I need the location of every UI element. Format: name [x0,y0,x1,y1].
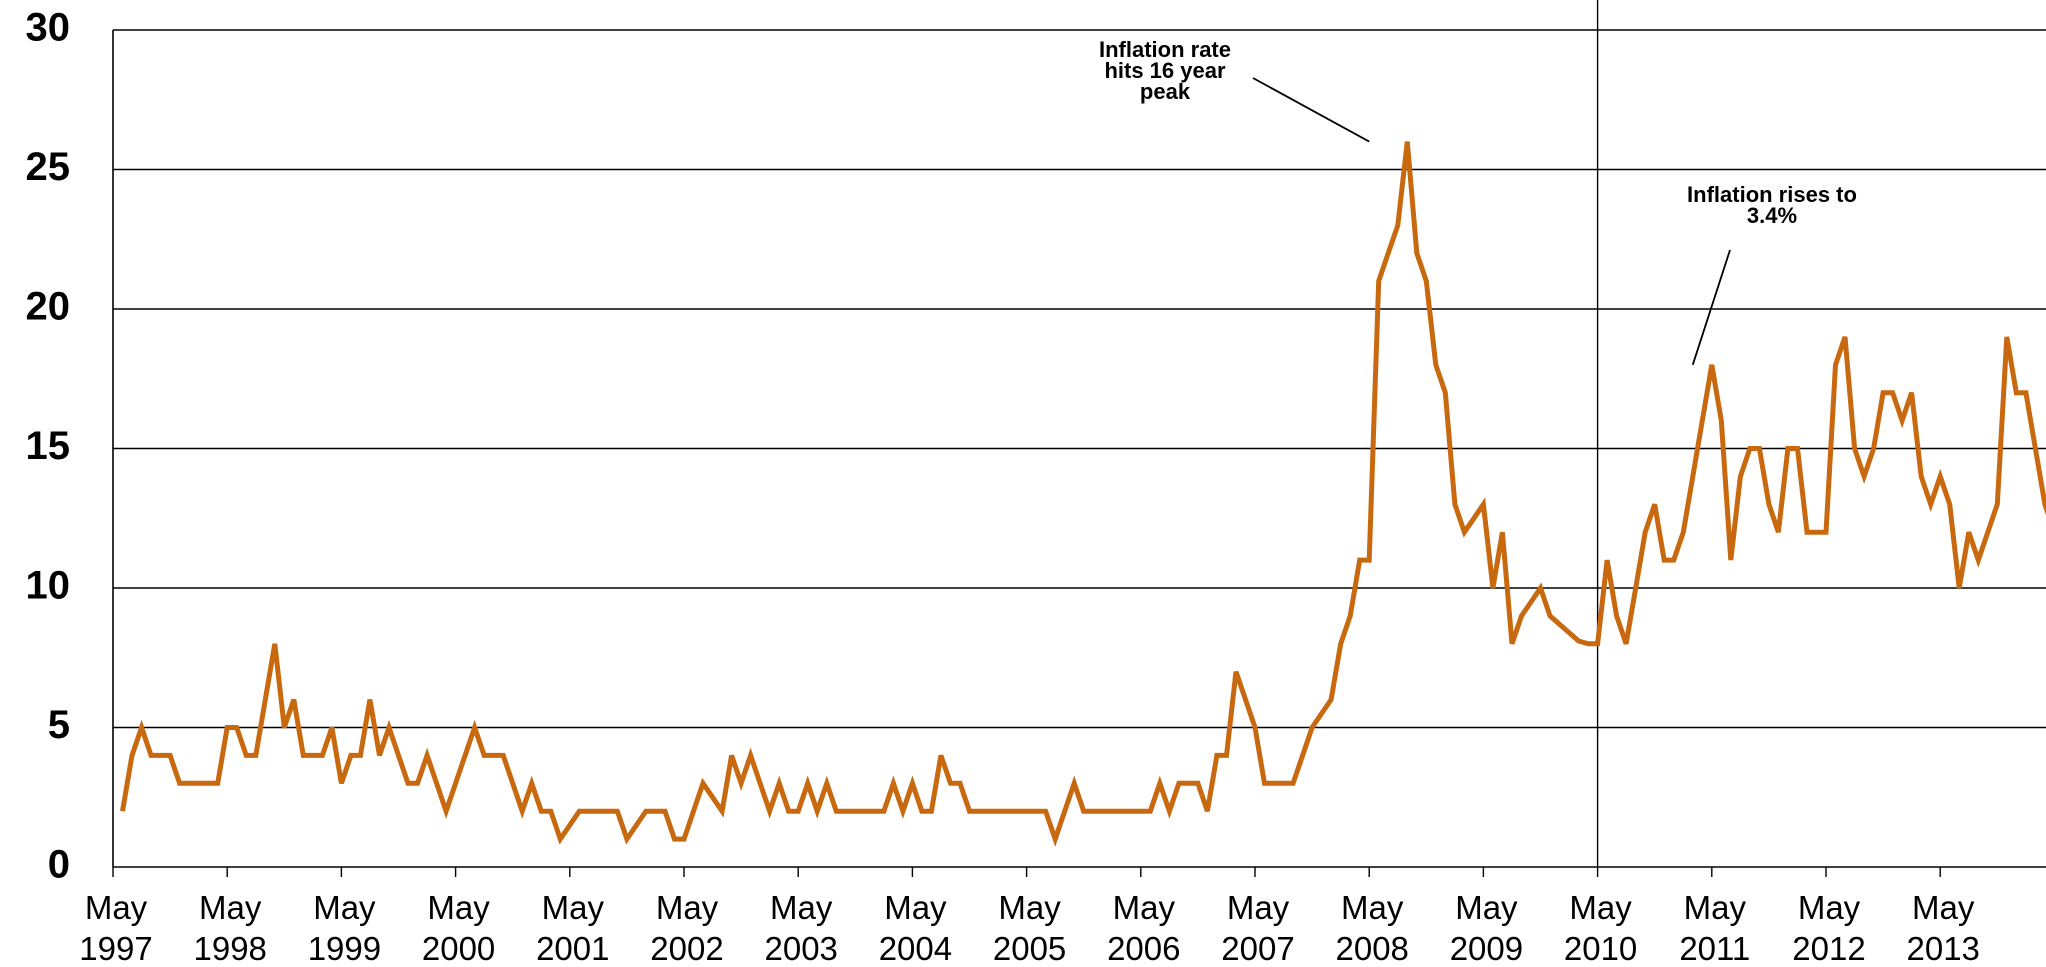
y-tick-label-15: 15 [26,424,71,468]
x-tick-label-month: May [427,889,490,926]
x-tick-label-month: May [1227,889,1290,926]
x-tick-label-year: 2007 [1221,930,1294,967]
x-tick-label-month: May [1455,889,1518,926]
x-tick-label-year: 2008 [1335,930,1408,967]
x-tick-label-year: 2001 [536,930,609,967]
x-tick-label-year: 2004 [879,930,952,967]
series-group [120,141,2046,847]
x-tick-label-month: May [884,889,947,926]
x-tick-label-year: 1999 [308,930,381,967]
x-tick-label-year: 2011 [1679,930,1750,967]
x-tick-label-month: May [1798,889,1861,926]
x-tick-label-year: 2005 [993,930,1066,967]
y-axis-tick-labels: 0 5 10 15 20 25 30 [26,6,71,887]
x-axis-tick-labels: May 1997 May 1998 May 1999 May 2000 May 2001 May 20… [79,867,1980,967]
x-tick-label-month: May [656,889,719,926]
series-line-0 [120,141,2046,847]
x-tick-label-year: 2009 [1450,930,1523,967]
y-tick-label-20: 20 [26,285,71,329]
y-tick-label-10: 10 [26,564,71,608]
x-tick-label-month: May [199,889,262,926]
x-tick-label-year: 2006 [1107,930,1180,967]
y-tick-label-0: 0 [48,843,70,887]
x-tick-label-month: May [1912,889,1975,926]
annotation-text-1: hits 16 year [1104,58,1226,83]
x-tick-label-year: 2002 [650,930,723,967]
x-tick-label-year: 1998 [193,930,266,967]
y-tick-label-5: 5 [48,703,70,747]
annotation-text-1: Inflation rate [1099,37,1231,62]
axes [112,0,2046,868]
x-tick-label-month: May [1569,889,1632,926]
x-tick-label-month: May [1341,889,1404,926]
x-tick-label-year: 1997 [79,930,152,967]
y-tick-label-30: 30 [26,6,71,50]
annotation-text-2: Inflation rises to [1687,182,1857,207]
x-tick-label-month: May [1113,889,1176,926]
x-tick-label-month: May [85,889,148,926]
y-tick-label-25: 25 [26,145,71,189]
x-tick-label-year: 2012 [1792,930,1865,967]
x-tick-label-year: 2000 [422,930,495,967]
x-tick-label-year: 2003 [764,930,837,967]
x-tick-label-year: 2013 [1906,930,1979,967]
x-tick-label-year: 2010 [1564,930,1637,967]
horizontal-gridlines [113,29,2046,729]
x-tick-label-month: May [542,889,605,926]
x-tick-label-month: May [313,889,376,926]
x-tick-label-month: May [1684,889,1747,926]
annotation-leader-line-2 [1691,249,1731,366]
x-tick-label-month: May [770,889,833,926]
annotation-leader-line-1 [1252,77,1370,143]
annotation-text-2: 3.4% [1747,203,1797,228]
annotation-text-1: peak [1140,79,1191,104]
x-tick-label-month: May [998,889,1061,926]
